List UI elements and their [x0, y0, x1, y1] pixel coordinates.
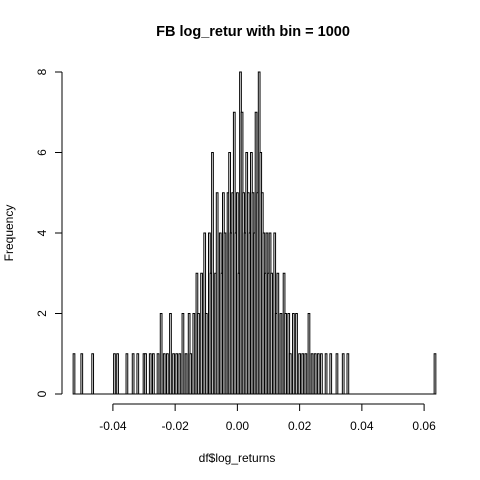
x-tick-label: 0.04: [350, 419, 374, 433]
histogram-bar: [215, 192, 219, 395]
histogram-bars: [72, 71, 437, 395]
y-axis: 0 2 4 6 8: [35, 68, 63, 397]
histogram-bar: [125, 353, 129, 395]
histogram-bar: [307, 313, 311, 395]
histogram-bar: [162, 353, 166, 395]
x-tick-label: 0.00: [226, 419, 250, 433]
x-axis-label: df$log_returns: [199, 451, 276, 465]
histogram-bar: [304, 353, 308, 395]
histogram-bar: [156, 353, 160, 395]
histogram-bar: [276, 272, 280, 395]
histogram-bar: [270, 272, 273, 395]
x-tick-label: -0.04: [99, 419, 127, 433]
histogram-bar: [131, 353, 135, 395]
y-axis-label: Frequency: [2, 205, 16, 262]
histogram-bar: [184, 353, 188, 395]
histogram-bar: [148, 353, 152, 395]
histogram-bar: [284, 313, 287, 395]
histogram-bar: [200, 272, 203, 395]
histogram-bar: [433, 353, 437, 395]
histogram-bar: [301, 353, 305, 395]
histogram-bar: [113, 353, 116, 395]
histogram-bar: [72, 353, 76, 395]
histogram-bar: [181, 313, 185, 395]
x-tick-label: 0.06: [412, 419, 436, 433]
chart-title: FB log_retur with bin = 1000: [156, 24, 350, 40]
histogram-bar: [116, 353, 119, 395]
y-tick-label: 8: [35, 68, 49, 75]
histogram-bar: [320, 353, 323, 395]
histogram-bar: [279, 313, 283, 395]
histogram-bar: [329, 353, 333, 395]
x-axis: -0.04 -0.02 0.00 0.02 0.04 0.06: [99, 403, 436, 433]
x-tick-label: -0.02: [161, 419, 189, 433]
histogram-bar: [324, 353, 328, 395]
histogram-bar: [80, 353, 84, 395]
histogram-bar: [204, 313, 208, 395]
histogram-bar: [346, 353, 350, 395]
histogram-bar: [189, 353, 193, 395]
x-tick-label: 0.02: [288, 419, 312, 433]
histogram-bar: [144, 353, 147, 395]
histogram-bar: [169, 313, 172, 395]
histogram-bar: [136, 353, 140, 395]
histogram-bar: [159, 313, 163, 395]
histogram-bar: [341, 353, 345, 395]
y-tick-label: 0: [35, 390, 49, 397]
histogram-bar: [316, 353, 320, 395]
histogram-bar: [288, 353, 292, 395]
histogram-bar: [172, 353, 175, 395]
histogram-bar: [310, 353, 314, 395]
histogram-bar: [178, 353, 182, 395]
histogram-bar: [197, 313, 200, 395]
histogram-bar: [298, 353, 301, 395]
histogram-bar: [175, 353, 179, 395]
histogram-bar: [295, 313, 298, 395]
histogram-bar: [192, 313, 196, 395]
histogram-bar: [223, 232, 227, 395]
histogram-bar: [335, 353, 339, 395]
y-tick-label: 2: [35, 310, 49, 317]
histogram-bar: [166, 353, 169, 395]
histogram-bar: [292, 313, 295, 395]
histogram-bar: [211, 152, 214, 395]
y-tick-label: 4: [35, 229, 49, 236]
histogram-bar: [91, 353, 95, 395]
histogram-bar: [152, 353, 155, 395]
y-tick-label: 6: [35, 149, 49, 156]
histogram-bar: [313, 353, 317, 395]
